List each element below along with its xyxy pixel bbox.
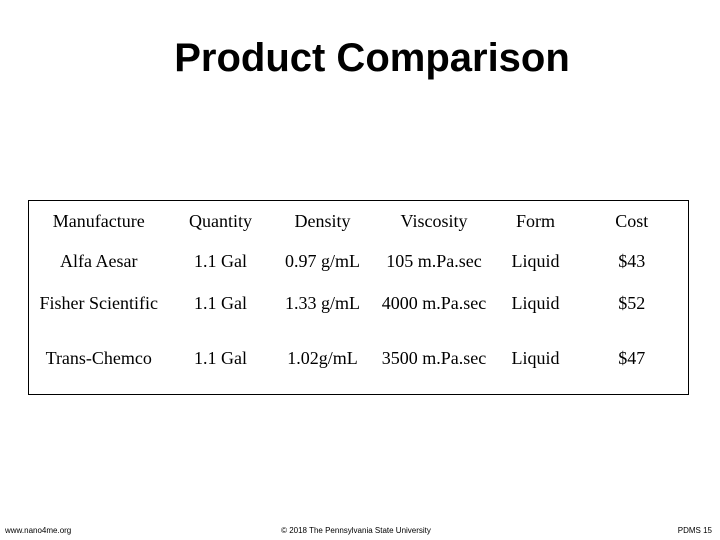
table-cell: $43 [618,251,646,271]
table-row: Alfa Aesar 1.1 Gal 0.97 g/mL 105 m.Pa.sec Li… [29,242,689,284]
footer-left: www.nano4me.org [5,526,72,535]
table-cell: 3500 m.Pa.sec [381,348,487,368]
slide-title: Product Comparison [174,36,570,80]
table-row: Trans-Chemco 1.1 Gal 1.02g/mL 3500 m.Pa.sec… [29,339,689,395]
footer-center: © 2018 The Pennsylvania State University [281,526,431,535]
table-cell: Trans-Chemco [45,348,152,368]
table-row: Fisher Scientific 1.1 Gal 1.33 g/mL 4000 m.… [29,284,689,339]
header-row: Manufacture Quantity Density Viscosity Form C… [29,201,689,243]
column-header: Manufacture [52,211,145,231]
table-cell: Liquid [511,293,560,313]
column-header: Cost [615,211,649,231]
table-cell: Liquid [511,348,560,368]
table-cell: 1.1 Gal [194,348,247,368]
table-cell: 4000 m.Pa.sec [381,293,487,313]
table-cell: Alfa Aesar [60,251,138,271]
table-cell: 1.1 Gal [194,251,247,271]
table-cell: Fisher Scientific [39,293,158,313]
column-header: Viscosity [400,211,468,231]
column-header: Quantity [189,211,252,231]
column-header: Density [294,211,351,231]
footer-right: PDMS 15 [677,526,712,535]
table-cell: 1.1 Gal [194,293,247,313]
table-cell: 1.02g/mL [287,348,358,368]
table-cell: Liquid [511,251,560,271]
table-cell: $52 [618,293,646,313]
table-cell: 1.33 g/mL [285,293,360,313]
table-cell: 0.97 g/mL [285,251,360,271]
table-cell: 105 m.Pa.sec [386,251,482,271]
comparison-table: Manufacture Quantity Density Viscosity Form C… [28,200,689,395]
column-header: Form [515,211,555,231]
table-cell: $47 [618,348,646,368]
